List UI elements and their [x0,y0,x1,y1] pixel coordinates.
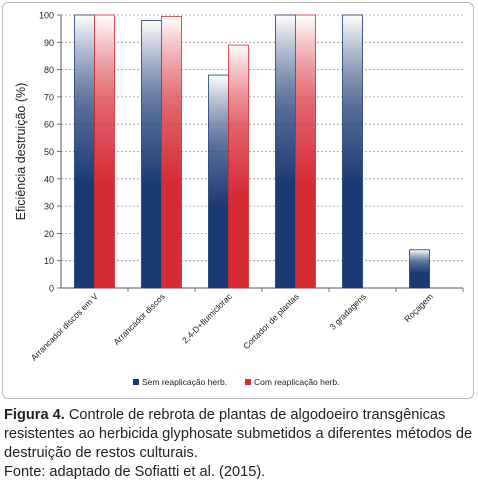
y-tick-label: 30 [44,202,54,212]
bar [409,249,430,289]
caption-label: Figura 4. [4,407,65,423]
bar-chart: 0 10 20 30 40 50 60 70 80 90 100 Arrancador discos… [14,11,464,387]
x-tick-label: Cortador de plantas [241,291,301,351]
y-tick-label: 10 [44,256,54,266]
legend-swatch [245,379,251,385]
figure-caption: Figura 4. Controle de rebrota de plantas… [4,406,474,482]
bars [74,14,430,289]
bar [208,74,229,289]
legend-label: Sem reaplicação herb. [142,377,227,387]
chart-frame: 0 10 20 30 40 50 60 70 80 90 100 Arrancador discos… [2,2,474,399]
x-tick-label: 3 gradagens [327,291,367,331]
bar [228,44,249,289]
x-tick-label: Arrancador discos [111,291,167,347]
y-tick-label: 100 [39,11,54,21]
legend-swatch [133,379,139,385]
caption-text: Controle de rebrota de plantas de algodo… [4,407,473,461]
x-tick-labels: Arrancador discos em V Arrancador discos 2… [29,291,435,363]
legend-label: Com reaplicação herb. [254,377,340,387]
y-tick-label: 50 [44,147,54,157]
bar [275,14,296,289]
caption-source: Fonte: adaptado de Sofiatti et al. (2015… [4,464,266,480]
x-tick-label: 2,4-D+flumiclorac [180,291,235,346]
y-tick-label: 80 [44,65,54,75]
bar [342,14,363,289]
bar [295,14,316,289]
bar [161,15,182,289]
y-tick-label: 90 [44,38,54,48]
bar [141,20,162,289]
x-tick-label: Arrancador discos em V [29,291,100,362]
legend: Sem reaplicação herb. Com reaplicação her… [133,377,340,387]
y-tick-label: 20 [44,229,54,239]
axes [60,15,463,289]
y-tick-label: 60 [44,120,54,130]
y-axis-label: Eficiência destruição (%) [14,83,28,221]
x-tick-label: Roçagem [402,291,435,324]
y-tick-label: 0 [49,284,54,294]
bar [94,14,115,289]
grid-lines [57,14,464,292]
y-tick-labels: 0 10 20 30 40 50 60 70 80 90 100 [39,11,54,294]
bar [74,14,95,289]
y-tick-label: 70 [44,92,54,102]
y-tick-label: 40 [44,174,54,184]
